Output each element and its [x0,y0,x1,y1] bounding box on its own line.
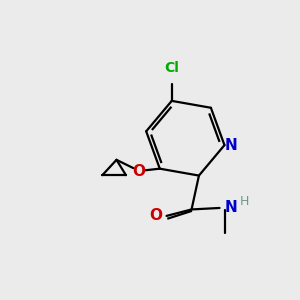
Text: O: O [149,208,162,223]
Text: N: N [225,138,237,153]
Text: Cl: Cl [164,61,179,75]
Text: H: H [240,195,250,208]
Text: O: O [132,164,145,178]
Text: N: N [225,200,238,215]
